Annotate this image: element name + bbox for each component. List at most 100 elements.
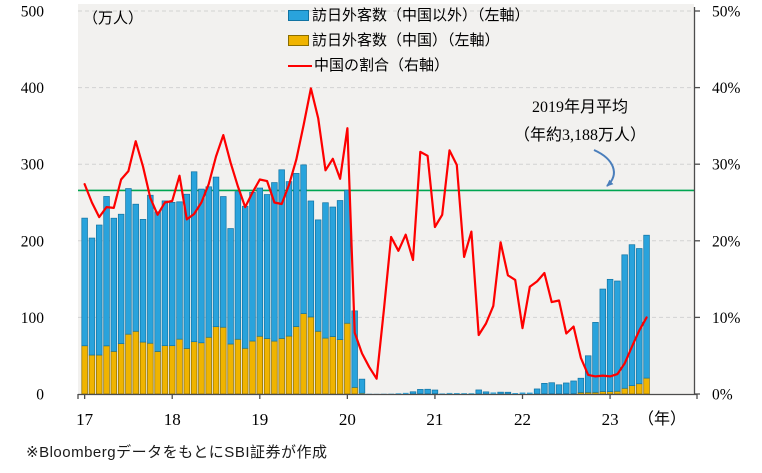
- bar-non-china: [147, 194, 154, 344]
- bar-non-china: [110, 217, 118, 352]
- bar-china: [643, 377, 650, 395]
- bar-non-china: [570, 380, 577, 394]
- bar-china: [285, 335, 293, 395]
- bar-non-china: [322, 202, 329, 339]
- legend-label: 中国の割合（右軸）: [314, 57, 450, 74]
- x-axis-year-label: 17: [76, 410, 94, 429]
- bar-non-china: [504, 391, 512, 395]
- bar-china: [205, 336, 212, 395]
- bar-non-china: [555, 384, 563, 395]
- bar-china: [636, 383, 643, 395]
- bar-china: [599, 391, 606, 395]
- bar-non-china: [577, 377, 585, 393]
- legend-item-non-china: 訪日外客数（中国以外）（左軸）: [288, 3, 530, 28]
- bar-non-china: [183, 193, 191, 349]
- bar-china: [117, 343, 125, 395]
- bar-china: [621, 387, 628, 395]
- bar-non-china: [329, 206, 336, 337]
- right-axis-tick-label: 40%: [712, 80, 741, 97]
- bar-non-china: [409, 391, 417, 395]
- annotation-line1: 2019年月平均: [531, 99, 628, 116]
- bar-non-china: [220, 196, 227, 328]
- bar-china: [249, 340, 256, 395]
- bar-china: [190, 341, 198, 395]
- bar-non-china: [548, 382, 555, 395]
- bar-non-china: [402, 392, 409, 394]
- bar-non-china: [526, 392, 533, 394]
- bar-non-china: [475, 389, 482, 395]
- bar-non-china: [285, 181, 293, 337]
- share-line-swatch: [288, 64, 312, 67]
- average-annotation: 2019年月平均 （年約3,188万人）: [468, 94, 692, 150]
- bar-china: [263, 338, 271, 395]
- legend-item-china: 訪日外客数（中国）（左軸）: [288, 28, 530, 53]
- bar-china: [271, 340, 278, 395]
- bar-non-china: [563, 382, 570, 395]
- bar-non-china: [482, 391, 490, 395]
- grid-lines: [78, 10, 694, 318]
- bar-non-china: [249, 191, 256, 342]
- bar-china: [344, 322, 351, 395]
- bar-china: [278, 338, 285, 395]
- bar-china: [241, 347, 249, 395]
- bar-non-china: [453, 393, 460, 394]
- bar-non-china: [519, 392, 526, 394]
- axes: [77, 7, 700, 399]
- bar-non-china: [154, 211, 161, 352]
- bar-china: [234, 338, 242, 395]
- bar-china: [336, 339, 344, 395]
- bar-non-china: [227, 228, 234, 345]
- bar-non-china: [198, 188, 205, 344]
- x-axis-year-label: 23: [602, 410, 619, 429]
- bar-non-china: [439, 393, 446, 394]
- bar-non-china: [592, 322, 599, 393]
- legend-item-china-share: 中国の割合（右軸）: [288, 53, 530, 78]
- bar-china: [212, 326, 220, 395]
- bar-china: [329, 336, 336, 395]
- source-credit: ※BloombergデータをもとにSBI証券が作成: [26, 444, 328, 461]
- bar-china: [88, 354, 96, 395]
- left-axis-unit-label: （万人）: [83, 10, 143, 27]
- bar-non-china: [81, 217, 88, 347]
- bar-china: [125, 333, 132, 395]
- bar-non-china: [358, 378, 366, 394]
- bar-non-china: [125, 188, 132, 335]
- bar-non-china: [263, 194, 271, 339]
- bar-non-china: [446, 392, 453, 394]
- legend-label: 訪日外客数（中国以外）（左軸）: [312, 7, 530, 24]
- bar-china: [198, 342, 205, 395]
- bar-non-china: [88, 237, 96, 356]
- bar-non-china: [541, 383, 548, 395]
- bar-non-china: [278, 169, 285, 339]
- bar-non-china: [344, 189, 351, 324]
- bar-non-china: [628, 244, 636, 387]
- bar-non-china: [468, 393, 475, 394]
- bar-non-china: [606, 278, 614, 392]
- bar-china: [183, 348, 191, 395]
- bar-non-china: [176, 201, 183, 340]
- left-axis-tick-label: 400: [21, 80, 45, 97]
- bar-non-china: [395, 393, 402, 394]
- china-bars-group: [81, 313, 650, 395]
- bar-non-china: [132, 203, 139, 332]
- bar-non-china: [599, 288, 606, 392]
- left-axis-tick-label: 100: [21, 310, 45, 327]
- bar-non-china: [205, 186, 212, 338]
- bar-china: [256, 335, 263, 395]
- bar-china: [139, 341, 147, 395]
- bar-non-china: [314, 219, 322, 332]
- bar-non-china: [212, 176, 220, 328]
- bar-china: [293, 326, 300, 395]
- annotation-arrow: [593, 149, 615, 187]
- left-axis-tick-label: 200: [21, 233, 45, 250]
- bar-non-china: [117, 213, 125, 344]
- x-axis-year-label: 21: [426, 410, 443, 429]
- legend: 訪日外客数（中国以外）（左軸） 訪日外客数（中国）（左軸） 中国の割合（右軸）: [288, 3, 530, 78]
- bar-china: [351, 386, 358, 395]
- bar-non-china: [461, 393, 467, 394]
- bar-non-china: [643, 234, 650, 379]
- x-axis-year-label: 22: [514, 410, 531, 429]
- left-axis-tick-label: 500: [21, 4, 45, 21]
- bar-non-china: [256, 187, 263, 337]
